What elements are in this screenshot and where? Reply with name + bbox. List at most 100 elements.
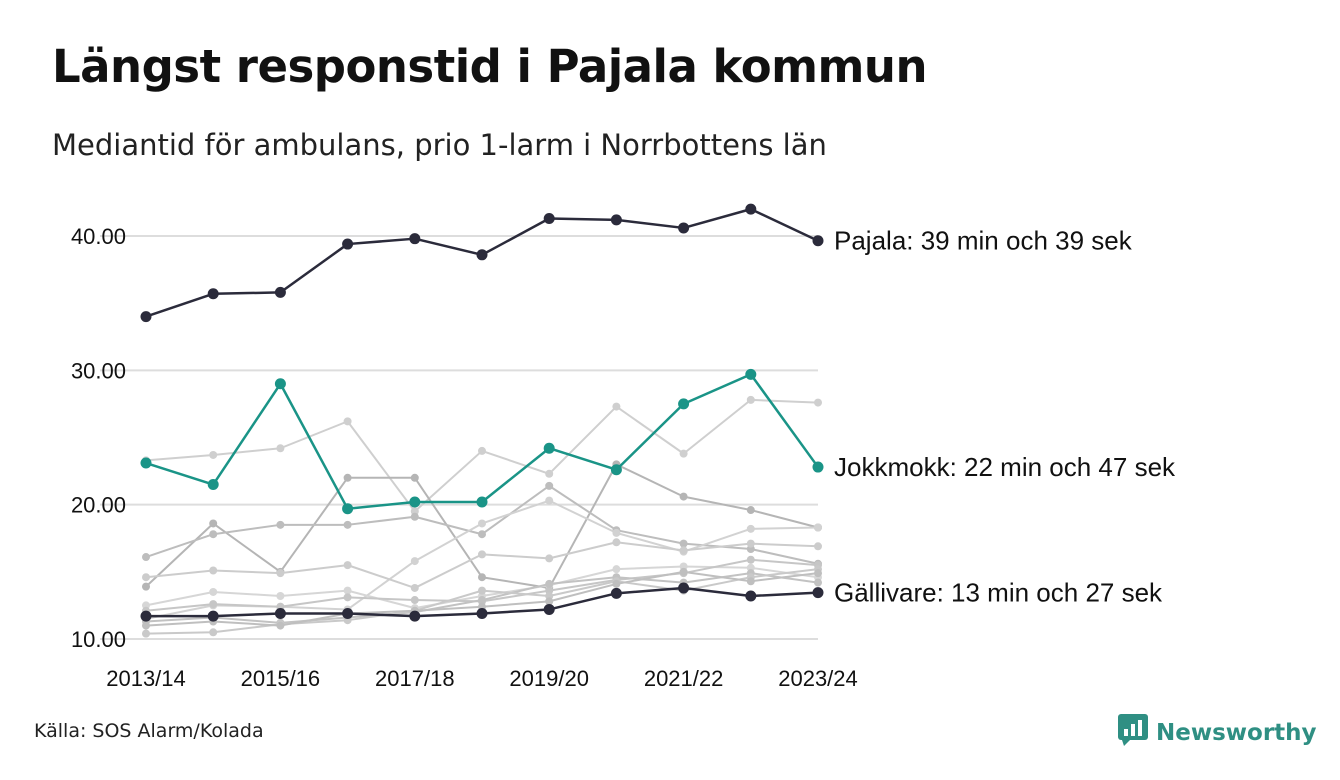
data-point — [478, 519, 486, 528]
data-point — [209, 530, 218, 539]
data-point — [746, 524, 755, 533]
data-point — [545, 469, 554, 478]
data-point — [543, 213, 555, 225]
data-point — [812, 461, 824, 473]
data-point — [745, 203, 757, 215]
data-point — [207, 479, 219, 491]
highlighted-series — [140, 203, 824, 622]
data-point — [543, 442, 555, 454]
data-point — [142, 573, 150, 582]
data-point — [545, 597, 554, 606]
data-point — [678, 582, 690, 594]
data-point — [814, 542, 822, 551]
data-point — [409, 610, 421, 622]
data-point — [207, 288, 219, 300]
data-point — [679, 449, 688, 458]
data-point — [410, 473, 419, 482]
data-point — [209, 628, 218, 637]
newsworthy-logo-icon — [1118, 714, 1148, 751]
data-point — [478, 596, 486, 605]
x-tick-label: 2017/18 — [375, 666, 455, 691]
data-point — [274, 286, 286, 298]
data-point — [612, 565, 621, 574]
data-point — [814, 523, 822, 532]
data-point — [342, 607, 354, 619]
data-point — [409, 496, 421, 508]
data-point — [612, 402, 621, 411]
series-gallivare — [140, 582, 824, 622]
data-point — [276, 621, 285, 630]
data-point — [274, 378, 286, 390]
x-axis-ticks: 2013/14 2015/16 2017/18 2019/20 2021/22 2023/… — [106, 666, 858, 691]
series-jokkmokk-label: Jokkmokk: 22 min och 47 sek — [834, 452, 1176, 482]
y-tick-label: 40.00 — [71, 224, 126, 249]
data-point — [142, 553, 150, 562]
data-point — [678, 398, 690, 410]
data-point — [343, 417, 352, 426]
data-point — [410, 583, 419, 592]
x-tick-label: 2013/14 — [106, 666, 186, 691]
brand-logo[interactable]: Newsworthy — [1118, 714, 1317, 751]
data-point — [612, 579, 621, 588]
x-tick-label: 2023/24 — [778, 666, 858, 691]
data-point — [610, 214, 622, 226]
other-municipalities-series — [142, 395, 822, 638]
line-chart: 10.00 20.00 30.00 40.00 2013/14 2015/16 2017/… — [71, 203, 1176, 691]
data-point — [478, 586, 486, 595]
data-point — [745, 368, 757, 380]
data-point — [409, 233, 421, 245]
series-labels: Pajala: 39 min och 39 sek Jokkmokk: 22 mi… — [834, 226, 1176, 608]
data-point — [140, 610, 152, 622]
other-series-line — [142, 481, 822, 568]
data-point — [343, 561, 352, 570]
data-point — [276, 520, 285, 529]
other-series-line — [142, 538, 822, 592]
data-point — [679, 539, 688, 548]
data-point — [276, 444, 285, 453]
data-point — [209, 566, 218, 575]
data-point — [814, 578, 822, 587]
data-point — [478, 530, 486, 539]
data-point — [478, 573, 486, 582]
series-pajala — [140, 203, 824, 323]
x-tick-label: 2015/16 — [241, 666, 321, 691]
data-point — [812, 235, 824, 247]
data-point — [343, 586, 352, 595]
data-point — [612, 538, 621, 547]
data-point — [142, 621, 150, 630]
data-point — [746, 395, 755, 404]
data-point — [209, 450, 218, 459]
data-point — [545, 579, 554, 588]
series-line — [145, 207, 819, 318]
data-point — [814, 569, 822, 578]
data-point — [610, 587, 622, 599]
data-point — [410, 512, 419, 521]
series-pajala-label: Pajala: 39 min och 39 sek — [834, 226, 1133, 256]
y-tick-label: 30.00 — [71, 358, 126, 383]
data-point — [746, 506, 755, 515]
x-tick-label: 2019/20 — [509, 666, 589, 691]
data-point — [478, 446, 486, 455]
data-point — [276, 569, 285, 578]
data-point — [342, 238, 354, 250]
data-point — [209, 600, 218, 609]
source-note: Källa: SOS Alarm/Kolada — [34, 720, 264, 742]
data-point — [812, 587, 824, 599]
data-point — [545, 481, 554, 490]
y-axis-ticks: 10.00 20.00 30.00 40.00 — [71, 224, 126, 652]
data-point — [478, 550, 486, 559]
data-point — [276, 592, 285, 601]
data-point — [814, 398, 822, 407]
series-gallivare-label: Gällivare: 13 min och 27 sek — [834, 578, 1163, 608]
data-point — [476, 607, 488, 619]
brand-name: Newsworthy — [1156, 719, 1317, 746]
data-point — [678, 222, 690, 234]
data-point — [140, 457, 152, 469]
data-point — [746, 539, 755, 548]
data-point — [140, 311, 152, 323]
data-point — [545, 496, 554, 505]
data-point — [476, 496, 488, 508]
data-point — [274, 607, 286, 619]
data-point — [545, 554, 554, 563]
data-point — [679, 546, 688, 555]
